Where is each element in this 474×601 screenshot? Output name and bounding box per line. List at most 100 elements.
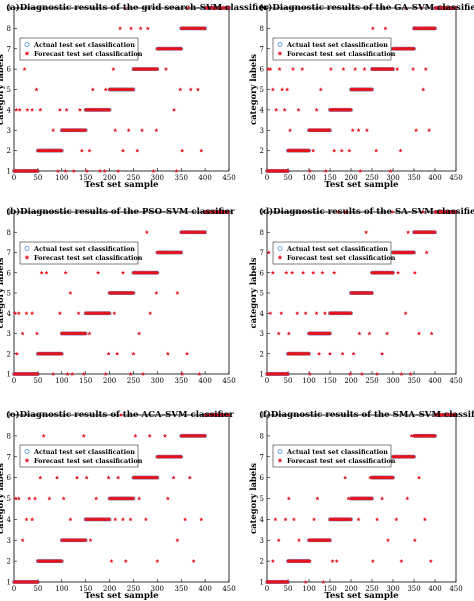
x-tick-label: 150 <box>79 174 92 182</box>
forecast-outlier-point <box>423 66 428 71</box>
x-tick-label: 100 <box>302 174 315 182</box>
y-tick-label: 6 <box>260 474 265 482</box>
legend-box <box>19 444 139 468</box>
x-tick-label: 350 <box>175 585 188 593</box>
forecast-outlier-point <box>65 371 70 376</box>
x-tick-label: 200 <box>103 174 116 182</box>
y-tick-label: 2 <box>7 350 11 358</box>
y-tick-label: 9 <box>7 412 11 420</box>
forecast-outlier-point <box>356 128 361 133</box>
forecast-outlier-point <box>51 371 56 376</box>
forecast-outlier-point <box>135 148 140 153</box>
forecast-outlier-point <box>428 558 433 563</box>
x-tick-label: 0 <box>265 174 269 182</box>
forecast-outlier-point <box>68 290 73 295</box>
forecast-outlier-point <box>116 168 121 173</box>
forecast-outlier-point <box>311 270 316 275</box>
y-tick-label: 1 <box>7 371 11 379</box>
forecast-outlier-point <box>44 270 49 275</box>
forecast-outlier-point <box>133 433 138 438</box>
forecast-outlier-point <box>290 66 296 71</box>
forecast-outlier-point <box>284 270 289 275</box>
y-tick-label: 9 <box>260 412 264 420</box>
y-tick-label: 7 <box>7 249 11 257</box>
forecast-outlier-point <box>279 311 284 316</box>
y-axis-label: category labels <box>248 54 258 125</box>
forecast-outlier-point <box>285 87 290 92</box>
forecast-point <box>226 5 232 10</box>
y-tick-label: 7 <box>260 453 264 461</box>
forecast-outlier-point <box>171 475 176 480</box>
forecast-outlier-point <box>87 331 92 336</box>
forecast-outlier-point <box>117 26 123 31</box>
forecast-outlier-point <box>131 351 136 356</box>
forecast-outlier-point <box>70 371 75 376</box>
forecast-outlier-point <box>16 496 21 501</box>
forecast-outlier-point <box>286 496 291 501</box>
forecast-outlier-point <box>416 475 422 480</box>
y-axis-label: category labels <box>0 463 5 534</box>
forecast-point <box>432 433 438 438</box>
x-tick-label: 100 <box>302 585 315 593</box>
forecast-outlier-point <box>17 107 22 112</box>
forecast-point <box>348 107 354 112</box>
forecast-outlier-point <box>332 270 337 275</box>
forecast-outlier-point <box>174 168 179 173</box>
forecast-outlier-point <box>123 558 128 563</box>
forecast-point <box>285 579 291 584</box>
y-tick-label: 6 <box>7 66 12 74</box>
forecast-outlier-point <box>341 66 346 71</box>
forecast-outlier-point <box>299 558 304 563</box>
forecast-outlier-point <box>316 351 322 356</box>
y-tick-label: 4 <box>7 106 12 114</box>
forecast-outlier-point <box>81 371 86 376</box>
y-tick-label: 1 <box>260 579 264 587</box>
forecast-outlier-point <box>324 538 329 543</box>
forecast-point <box>453 412 459 417</box>
forecast-outlier-point <box>71 168 76 173</box>
forecast-point <box>155 475 160 480</box>
forecast-outlier-point <box>102 168 107 173</box>
y-tick-label: 3 <box>7 330 11 338</box>
x-tick-label: 200 <box>103 377 116 385</box>
forecast-outlier-point <box>186 5 191 10</box>
forecast-outlier-point <box>30 311 35 316</box>
legend-actual-marker <box>277 449 283 454</box>
legend-actual-marker <box>277 42 283 47</box>
forecast-outlier-point <box>320 270 325 275</box>
y-tick-label: 1 <box>7 579 11 587</box>
forecast-point <box>203 26 208 31</box>
forecast-outlier-point <box>96 270 101 275</box>
forecast-outlier-point <box>14 351 19 356</box>
forecast-outlier-point <box>421 87 426 92</box>
forecast-outlier-point <box>120 517 126 522</box>
y-tick-label: 2 <box>260 558 264 566</box>
forecast-outlier-point <box>120 270 126 275</box>
y-tick-label: 3 <box>260 537 264 545</box>
forecast-outlier-point <box>112 311 117 316</box>
x-tick-label: 0 <box>12 585 16 593</box>
forecast-outlier-point <box>154 128 159 133</box>
y-tick-label: 9 <box>7 209 11 217</box>
x-tick-label: 300 <box>151 174 164 182</box>
forecast-outlier-point <box>314 311 319 316</box>
forecast-outlier-point <box>34 331 40 336</box>
x-tick-label: 100 <box>55 174 68 182</box>
forecast-outlier-point <box>362 66 367 71</box>
forecast-outlier-point <box>327 351 333 356</box>
forecast-point <box>107 311 112 316</box>
y-axis-label: category labels <box>0 257 5 328</box>
forecast-outlier-point <box>137 496 142 501</box>
legend-forecast-label: Forecast test set classification <box>34 457 143 465</box>
forecast-outlier-point <box>318 87 323 92</box>
forecast-outlier-point <box>165 496 170 501</box>
forecast-outlier-point <box>266 579 271 584</box>
forecast-outlier-point <box>199 148 204 153</box>
forecast-point <box>369 496 375 501</box>
legend-forecast-marker <box>24 254 30 260</box>
x-tick-label: 300 <box>151 377 164 385</box>
forecast-outlier-point <box>187 475 192 480</box>
forecast-outlier-point <box>399 558 404 563</box>
y-tick-label: 9 <box>260 209 264 217</box>
forecast-outlier-point <box>274 107 279 112</box>
